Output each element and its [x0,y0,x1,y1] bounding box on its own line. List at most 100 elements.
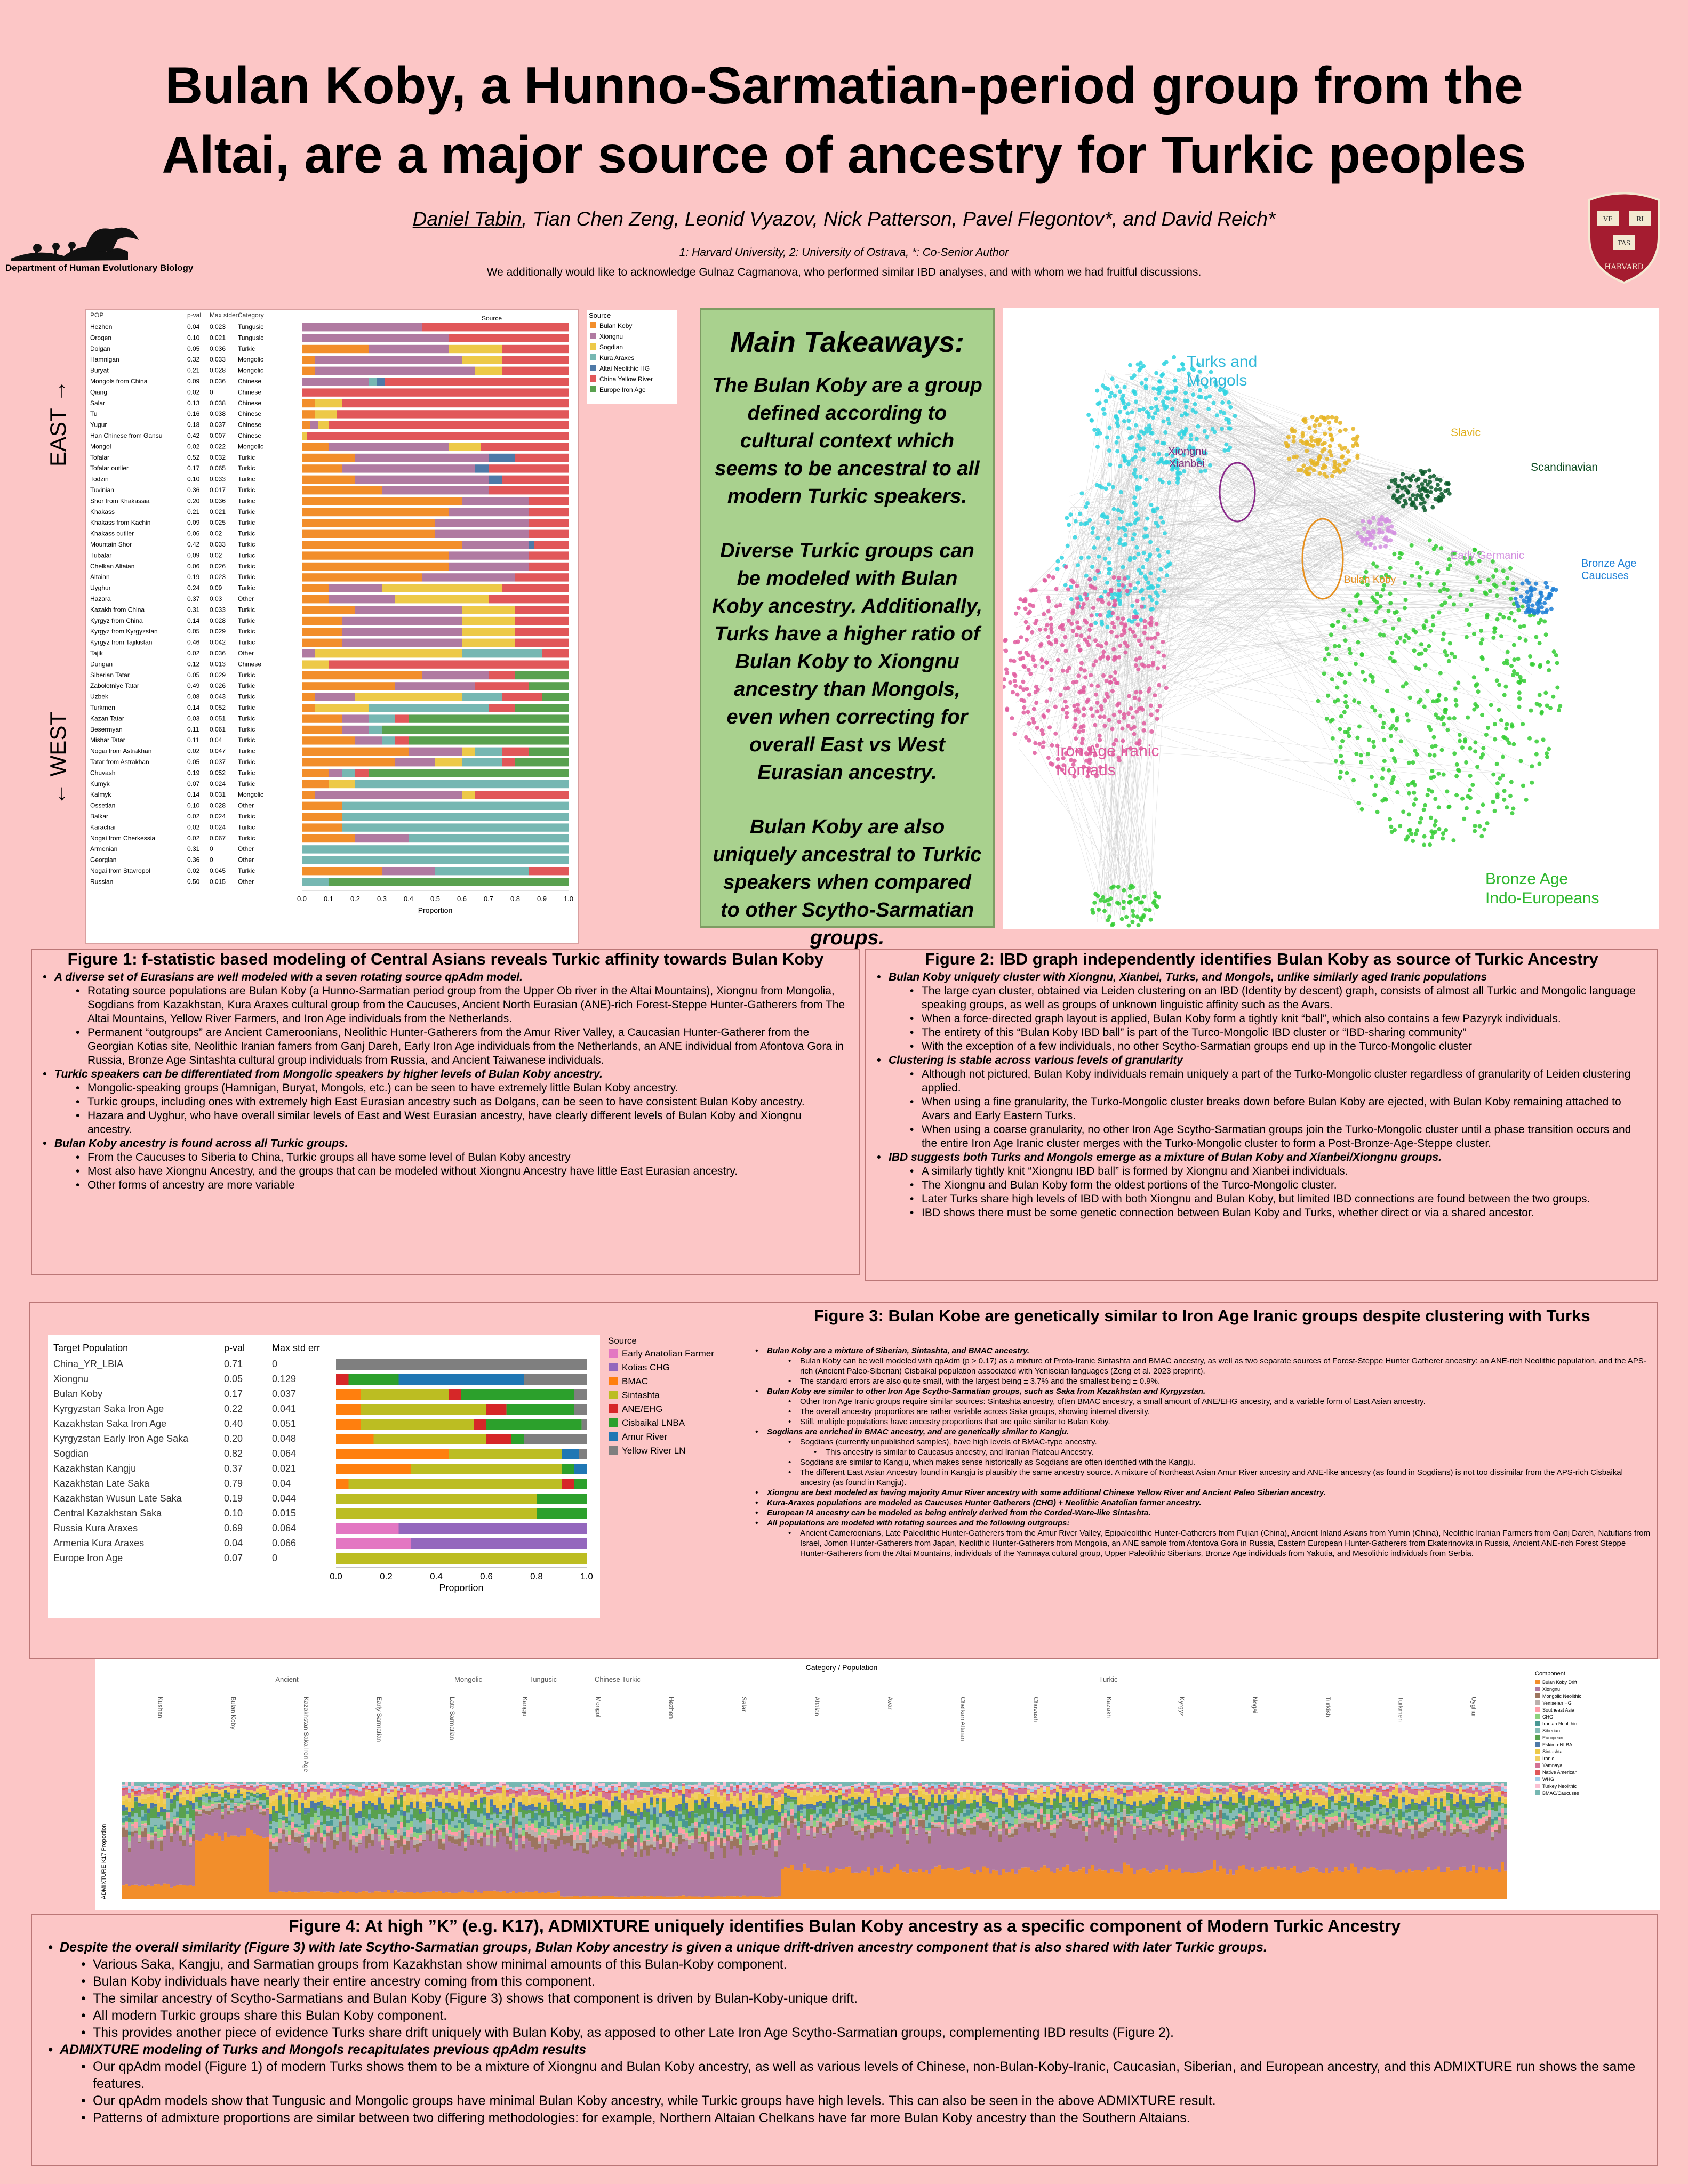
fig4-bar-segment [195,1806,198,1810]
fig4-bar-segment [192,1786,195,1787]
ibd-node [1148,703,1153,708]
fig4-bar-segment [317,1784,320,1786]
fig4-bar-segment [160,1851,163,1886]
graph-cluster-label: Scandinavian [1531,461,1598,473]
ibd-node [1130,604,1135,608]
fig4-bar-segment [291,1803,294,1814]
ibd-node [1541,610,1546,615]
ibd-node [1464,760,1469,765]
fig4-bar-segment [221,1814,224,1819]
ibd-edge [1138,425,1166,913]
fig1-bar-segment [302,801,342,810]
ibd-node [1357,724,1362,729]
fig4-bar-segment [269,1826,272,1829]
fig4-bar-segment [192,1825,195,1830]
fig4-bar-segment [336,1819,339,1827]
fig4-bar-segment [365,1828,368,1836]
fig3-stderr: 0.048 [272,1433,296,1444]
ibd-node [1454,774,1459,778]
fig4-bar-segment [266,1790,269,1798]
fig2-point-3: IBD suggests both Turks and Mongols emer… [877,1151,1646,1165]
fig1-stderr: 0.036 [210,497,226,504]
fig1-bar-segment [342,823,569,832]
fig4-bar-segment [371,1803,374,1807]
fig4-bar-segment [125,1828,128,1830]
fig4-bar-segment [294,1832,298,1837]
fig4-bar-segment [182,1827,186,1835]
fig4-bar-segment [189,1787,192,1788]
fig1-category: Turkic [238,530,255,537]
fig3-pval: 0.04 [224,1538,243,1548]
fig4-bar-segment [381,1850,384,1893]
fig4-bar-segment [445,1819,448,1825]
ibd-node [1359,653,1364,657]
ibd-node [1058,603,1063,607]
fig4-bar-segment [128,1786,131,1789]
fig4-bar-segment [419,1833,422,1835]
fig4-bar-segment [294,1792,298,1793]
fig1-category: Turkic [238,834,255,842]
ibd-node [1383,519,1388,524]
fig3-pval: 0.17 [224,1388,243,1399]
ibd-node [1438,589,1443,593]
fig1-category: Turkic [238,454,255,461]
fig4-bar-segment [358,1811,362,1818]
ibd-node [1071,762,1076,767]
fig4-bar-segment [470,1893,474,1899]
fig4-bar-segment [378,1829,381,1835]
fig1-category: Chinese [238,421,261,429]
ibd-node [1127,436,1132,441]
fig4-bar-segment [160,1787,163,1788]
ibd-node [1407,476,1412,481]
fig3-legend-label: BMAC [622,1376,648,1386]
ibd-edge [1220,467,1515,812]
fig4-bar-segment [131,1816,134,1819]
fig1-pval: 0.05 [187,345,200,352]
fig4-bar-segment [227,1805,230,1808]
ibd-node [1356,801,1361,806]
ibd-node [1220,427,1225,431]
ibd-node [1009,658,1013,663]
fig4-bar-segment [266,1797,269,1800]
fig1-bar-segment [315,693,355,701]
fig3-legend-swatch [609,1432,618,1441]
fig4-bar-segment [259,1812,262,1814]
fig4-bar-segment [432,1794,435,1798]
fig1-bar-segment [489,486,569,495]
fig4-pop-label: Kangju [522,1697,529,1716]
fig1-pop-label: Tajik [90,649,103,657]
ibd-node [1093,659,1098,664]
ibd-node [1222,448,1227,453]
ibd-node [1095,643,1100,648]
fig4-bar-segment [128,1822,131,1832]
fig4-bar-segment [346,1808,349,1816]
ibd-node [1524,797,1529,802]
fig4-bar-segment [285,1797,288,1804]
fig3-legend-swatch [609,1446,618,1455]
fig1-stderr: 0.026 [210,563,226,570]
ibd-node [1513,596,1518,601]
fig4-bar-segment [243,1792,246,1798]
ibd-node [1551,649,1556,654]
fig4-bar-segment [134,1819,138,1822]
ibd-node [1412,790,1417,795]
fig4-bar-segment [362,1891,365,1899]
fig4-bar-segment [448,1824,451,1830]
fig4-bar-segment [432,1798,435,1808]
ibd-node [1430,623,1435,628]
ibd-node [1078,667,1083,671]
ibd-node [1130,715,1135,720]
ibd-node [1154,590,1158,595]
fig4-bar-segment [259,1836,262,1899]
ibd-node [1537,599,1541,604]
ibd-node [1155,631,1160,636]
ibd-node [1358,600,1363,605]
ibd-node [1325,415,1330,420]
ibd-node [1125,522,1130,527]
fig2-sub-1b: When a force-directed graph layout is ap… [910,1012,1646,1026]
fig3-x-tick: 0.2 [380,1571,393,1581]
ibd-node [1135,598,1140,603]
fig4-bar-segment [314,1832,317,1843]
fig1-bar-segment [302,638,342,647]
fig4-bar-segment [339,1805,342,1814]
